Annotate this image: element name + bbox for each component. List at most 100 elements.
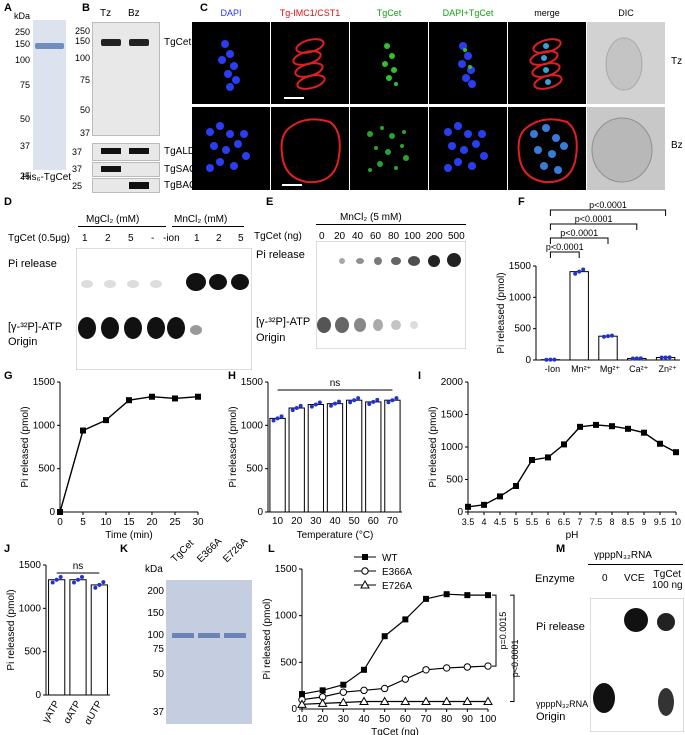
x-tick-label: 40 [329, 516, 341, 527]
dic-cyst [591, 117, 653, 183]
data-point [299, 691, 305, 698]
merge-nuclei-tz [541, 43, 551, 85]
kda-tick: 37 [19, 141, 30, 151]
lane-label: TgCet [169, 537, 197, 565]
y-tick-label: 500 [514, 324, 531, 335]
lane-label: 1 [82, 233, 88, 244]
bar [288, 407, 305, 513]
x-tick-label: 100 [480, 714, 497, 725]
lane-label: 0 [602, 573, 608, 584]
bar [69, 579, 87, 696]
data-point [337, 399, 341, 404]
bar [90, 584, 108, 696]
bar [48, 579, 66, 696]
legend-label: E366A [382, 567, 412, 578]
tgcet-ng-label: TgCet (ng) [254, 231, 302, 242]
data-point [380, 684, 389, 693]
panel-label-g: G [4, 370, 13, 382]
data-point [381, 633, 388, 640]
data-point [602, 334, 606, 339]
data-point [360, 579, 370, 589]
x-tick-label: 30 [338, 714, 350, 725]
y-axis-title: Pi released (pmol) [428, 406, 439, 487]
kda-title-k: kDa [145, 564, 163, 575]
panel-label-l: L [268, 543, 275, 555]
x-tick-label: 4.5 [494, 517, 507, 527]
y-tick-label: 1500 [241, 377, 264, 388]
spot [593, 683, 615, 713]
data-point [401, 675, 410, 683]
mncl2-bar [172, 226, 244, 227]
data-point [481, 501, 487, 508]
origin-label: Origin [8, 336, 38, 348]
y-tick-label: 1500 [275, 564, 298, 575]
kda-tick: 37 [72, 147, 83, 157]
data-point [545, 454, 551, 461]
data-point [72, 580, 76, 585]
series-line [301, 700, 488, 705]
y-tick-label: 500 [280, 657, 297, 668]
kda-tick: 100 [14, 55, 30, 65]
data-point [641, 429, 647, 436]
pi-release-label: Pi release [8, 258, 57, 270]
band-label-tgbag1: TgBAG1 [164, 180, 203, 191]
x-tick-label: 8 [609, 517, 614, 527]
bar [598, 335, 618, 361]
merge-outline-tz [529, 38, 563, 90]
data-point [348, 400, 353, 405]
data-point [172, 395, 178, 402]
x-tick-label: 10 [100, 517, 112, 528]
x-tick-label: 8.5 [622, 517, 635, 527]
data-point [657, 440, 663, 447]
gel-caption-a: His₆-TgCet [22, 172, 72, 183]
tgcet-signal-tz [382, 43, 398, 86]
x-tick-label: 30 [192, 517, 204, 528]
kda-tick: 50 [79, 105, 90, 115]
x-tick-label: 90 [462, 714, 474, 725]
p-value-label: p<0.0001 [575, 214, 613, 224]
dic-cell-tz [605, 37, 643, 91]
x-tick-label: Mg²⁺ [600, 364, 620, 374]
legend-label: E726A [382, 581, 412, 592]
y-tick-label: 1000 [241, 420, 264, 431]
data-point [610, 333, 614, 338]
kda-tick: 100 [147, 630, 164, 641]
x-tick-label: 3.5 [462, 517, 475, 527]
significance-bracket [492, 594, 497, 667]
bar [384, 399, 401, 513]
panel-label-j: J [4, 543, 11, 555]
data-point [319, 687, 326, 694]
data-point [359, 696, 369, 706]
x-tick-label: 9.5 [654, 517, 667, 527]
data-point [340, 681, 347, 688]
significance-bracket [510, 594, 515, 703]
enzyme-label: Enzyme [535, 573, 575, 585]
y-tick-label: 1500 [509, 261, 532, 272]
bar [307, 404, 325, 513]
y-tick-label: 1000 [275, 611, 298, 622]
kda-tick: 150 [14, 39, 30, 49]
data-point [80, 427, 86, 434]
lane-tz: Tz [100, 8, 112, 19]
protein-band [224, 633, 246, 638]
x-tick-label: 5 [513, 517, 518, 527]
data-point [483, 696, 493, 706]
series-line [301, 593, 488, 695]
kda-tick: 100 [74, 53, 90, 63]
x-tick-label: -Ion [545, 364, 561, 374]
image-dapi-bz [192, 107, 270, 190]
image-dapi-tgcet-bz [429, 107, 507, 190]
y-tick-label: 1500 [441, 410, 464, 421]
data-point [379, 696, 390, 706]
protein-band [35, 43, 64, 49]
spot [624, 608, 648, 632]
x-tick-label: Mn²⁺ [571, 364, 591, 374]
data-point [485, 592, 491, 599]
merge-nuclei-bz [530, 124, 568, 174]
data-point [577, 423, 583, 430]
image-merge-bz [508, 107, 586, 190]
data-point [298, 403, 303, 408]
blot-band [129, 182, 149, 189]
x-tick-label: 6 [545, 517, 550, 527]
